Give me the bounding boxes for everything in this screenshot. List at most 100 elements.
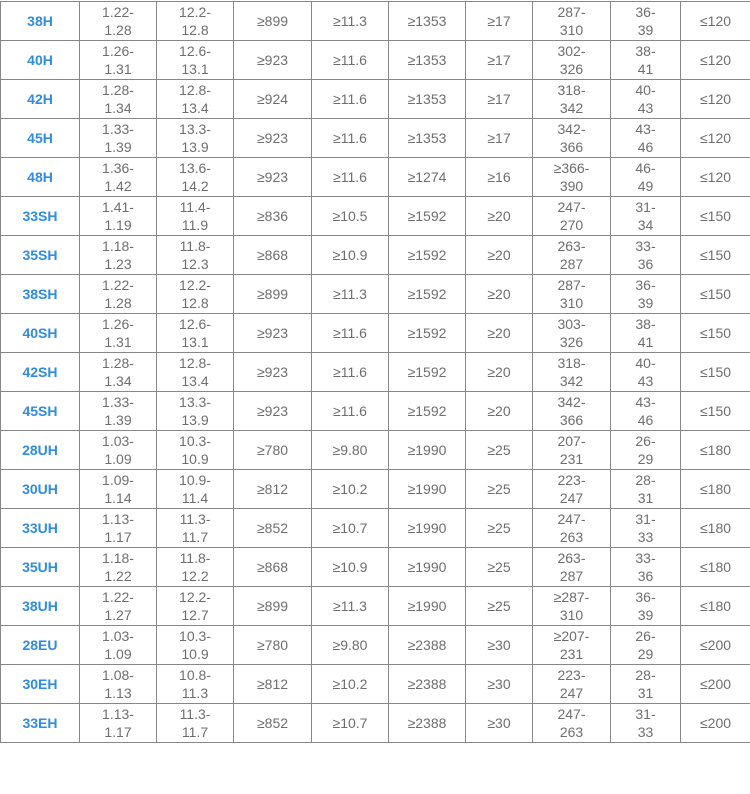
spec-cell: 318- 342	[532, 79, 611, 119]
spec-cell: ≥20	[465, 235, 533, 275]
spec-cell: ≥17	[465, 40, 533, 80]
spec-cell: 38- 41	[610, 40, 681, 80]
spec-cell: 287- 310	[532, 1, 611, 41]
spec-cell: ≥10.2	[311, 664, 389, 704]
spec-cell: 36- 39	[610, 1, 681, 41]
table-row: 30EH 1.08- 1.13 10.8- 11.3 ≥812 ≥10.2 ≥2388 ≥3…	[0, 664, 750, 704]
grade-link-30UH[interactable]: 30UH	[0, 469, 80, 509]
spec-cell: 13.6- 14.2	[156, 157, 234, 197]
spec-cell: 43- 46	[610, 118, 681, 158]
spec-cell: ≥1592	[388, 274, 466, 314]
spec-cell: 1.33- 1.39	[79, 118, 157, 158]
grade-link-40SH[interactable]: 40SH	[0, 313, 80, 353]
spec-cell: 1.13- 1.17	[79, 508, 157, 548]
spec-cell: ≥25	[465, 508, 533, 548]
table-row: 30UH 1.09- 1.14 10.9- 11.4 ≥812 ≥10.2 ≥1990 ≥2…	[0, 469, 750, 509]
spec-cell: 247- 270	[532, 196, 611, 236]
spec-cell: ≥11.3	[311, 274, 389, 314]
spec-cell: ≥923	[233, 391, 312, 431]
spec-cell: 40- 43	[610, 352, 681, 392]
spec-cell: ≥11.3	[311, 586, 389, 626]
spec-cell: ≥11.6	[311, 352, 389, 392]
table-row: 33UH 1.13- 1.17 11.3- 11.7 ≥852 ≥10.7 ≥1990 ≥2…	[0, 508, 750, 548]
spec-cell: ≥11.6	[311, 79, 389, 119]
spec-cell: ≥812	[233, 469, 312, 509]
grade-link-42SH[interactable]: 42SH	[0, 352, 80, 392]
spec-cell: ≥780	[233, 625, 312, 665]
grade-link-45H[interactable]: 45H	[0, 118, 80, 158]
spec-cell: 223- 247	[532, 469, 611, 509]
spec-cell: ≥1592	[388, 391, 466, 431]
table-row: 33EH 1.13- 1.17 11.3- 11.7 ≥852 ≥10.7 ≥2388 ≥3…	[0, 703, 750, 743]
spec-cell: 12.2- 12.8	[156, 1, 234, 41]
grade-link-33EH[interactable]: 33EH	[0, 703, 80, 743]
grade-link-38SH[interactable]: 38SH	[0, 274, 80, 314]
spec-cell: ≤200	[680, 625, 750, 665]
grade-link-45SH[interactable]: 45SH	[0, 391, 80, 431]
spec-cell: ≥836	[233, 196, 312, 236]
spec-cell: ≥899	[233, 1, 312, 41]
spec-cell: ≥25	[465, 586, 533, 626]
grade-link-38H[interactable]: 38H	[0, 1, 80, 41]
spec-cell: 1.13- 1.17	[79, 703, 157, 743]
spec-cell: ≥20	[465, 352, 533, 392]
spec-cell: 12.2- 12.7	[156, 586, 234, 626]
spec-cell: ≥17	[465, 79, 533, 119]
spec-cell: ≥11.6	[311, 118, 389, 158]
spec-cell: 247- 263	[532, 508, 611, 548]
spec-cell: ≤120	[680, 118, 750, 158]
grade-link-40H[interactable]: 40H	[0, 40, 80, 80]
table-row: 35SH 1.18- 1.23 11.8- 12.3 ≥868 ≥10.9 ≥1592 ≥2…	[0, 235, 750, 275]
spec-cell: ≥20	[465, 313, 533, 353]
spec-cell: ≥780	[233, 430, 312, 470]
spec-cell: ≥1274	[388, 157, 466, 197]
spec-cell: ≥10.5	[311, 196, 389, 236]
spec-cell: ≥11.6	[311, 40, 389, 80]
spec-cell: 36- 39	[610, 274, 681, 314]
spec-cell: 287- 310	[532, 274, 611, 314]
spec-cell: 1.28- 1.34	[79, 352, 157, 392]
grade-link-38UH[interactable]: 38UH	[0, 586, 80, 626]
grade-link-28EU[interactable]: 28EU	[0, 625, 80, 665]
spec-cell: ≥1592	[388, 313, 466, 353]
spec-cell: 33- 36	[610, 235, 681, 275]
spec-cell: 318- 342	[532, 352, 611, 392]
spec-cell: 1.26- 1.31	[79, 40, 157, 80]
spec-cell: ≥1990	[388, 547, 466, 587]
spec-cell: ≥10.9	[311, 235, 389, 275]
spec-cell: ≥11.6	[311, 391, 389, 431]
spec-cell: ≥9.80	[311, 625, 389, 665]
spec-cell: 33- 36	[610, 547, 681, 587]
spec-cell: ≥25	[465, 469, 533, 509]
grade-link-48H[interactable]: 48H	[0, 157, 80, 197]
spec-cell: ≤200	[680, 703, 750, 743]
grade-link-33SH[interactable]: 33SH	[0, 196, 80, 236]
spec-cell: ≥1592	[388, 235, 466, 275]
spec-cell: 11.4- 11.9	[156, 196, 234, 236]
grade-link-42H[interactable]: 42H	[0, 79, 80, 119]
spec-cell: 31- 33	[610, 703, 681, 743]
spec-cell: ≥1353	[388, 1, 466, 41]
table-row: 38SH 1.22- 1.28 12.2- 12.8 ≥899 ≥11.3 ≥1592 ≥2…	[0, 274, 750, 314]
spec-cell: 1.03- 1.09	[79, 430, 157, 470]
spec-cell: ≥10.2	[311, 469, 389, 509]
spec-cell: ≥1353	[388, 40, 466, 80]
grade-link-35UH[interactable]: 35UH	[0, 547, 80, 587]
spec-cell: ≥20	[465, 391, 533, 431]
spec-cell: 1.33- 1.39	[79, 391, 157, 431]
spec-cell: ≥11.6	[311, 157, 389, 197]
spec-cell: 342- 366	[532, 391, 611, 431]
spec-cell: ≥2388	[388, 664, 466, 704]
spec-cell: ≤180	[680, 508, 750, 548]
spec-cell: ≤150	[680, 391, 750, 431]
grade-link-35SH[interactable]: 35SH	[0, 235, 80, 275]
spec-cell: 1.18- 1.22	[79, 547, 157, 587]
table-row: 42SH 1.28- 1.34 12.8- 13.4 ≥923 ≥11.6 ≥1592 ≥2…	[0, 352, 750, 392]
table-row: 45SH 1.33- 1.39 13.3- 13.9 ≥923 ≥11.6 ≥1592 ≥2…	[0, 391, 750, 431]
spec-cell: 247- 263	[532, 703, 611, 743]
spec-cell: 1.22- 1.28	[79, 274, 157, 314]
grade-link-28UH[interactable]: 28UH	[0, 430, 80, 470]
grade-link-33UH[interactable]: 33UH	[0, 508, 80, 548]
spec-cell: ≥11.6	[311, 313, 389, 353]
grade-link-30EH[interactable]: 30EH	[0, 664, 80, 704]
